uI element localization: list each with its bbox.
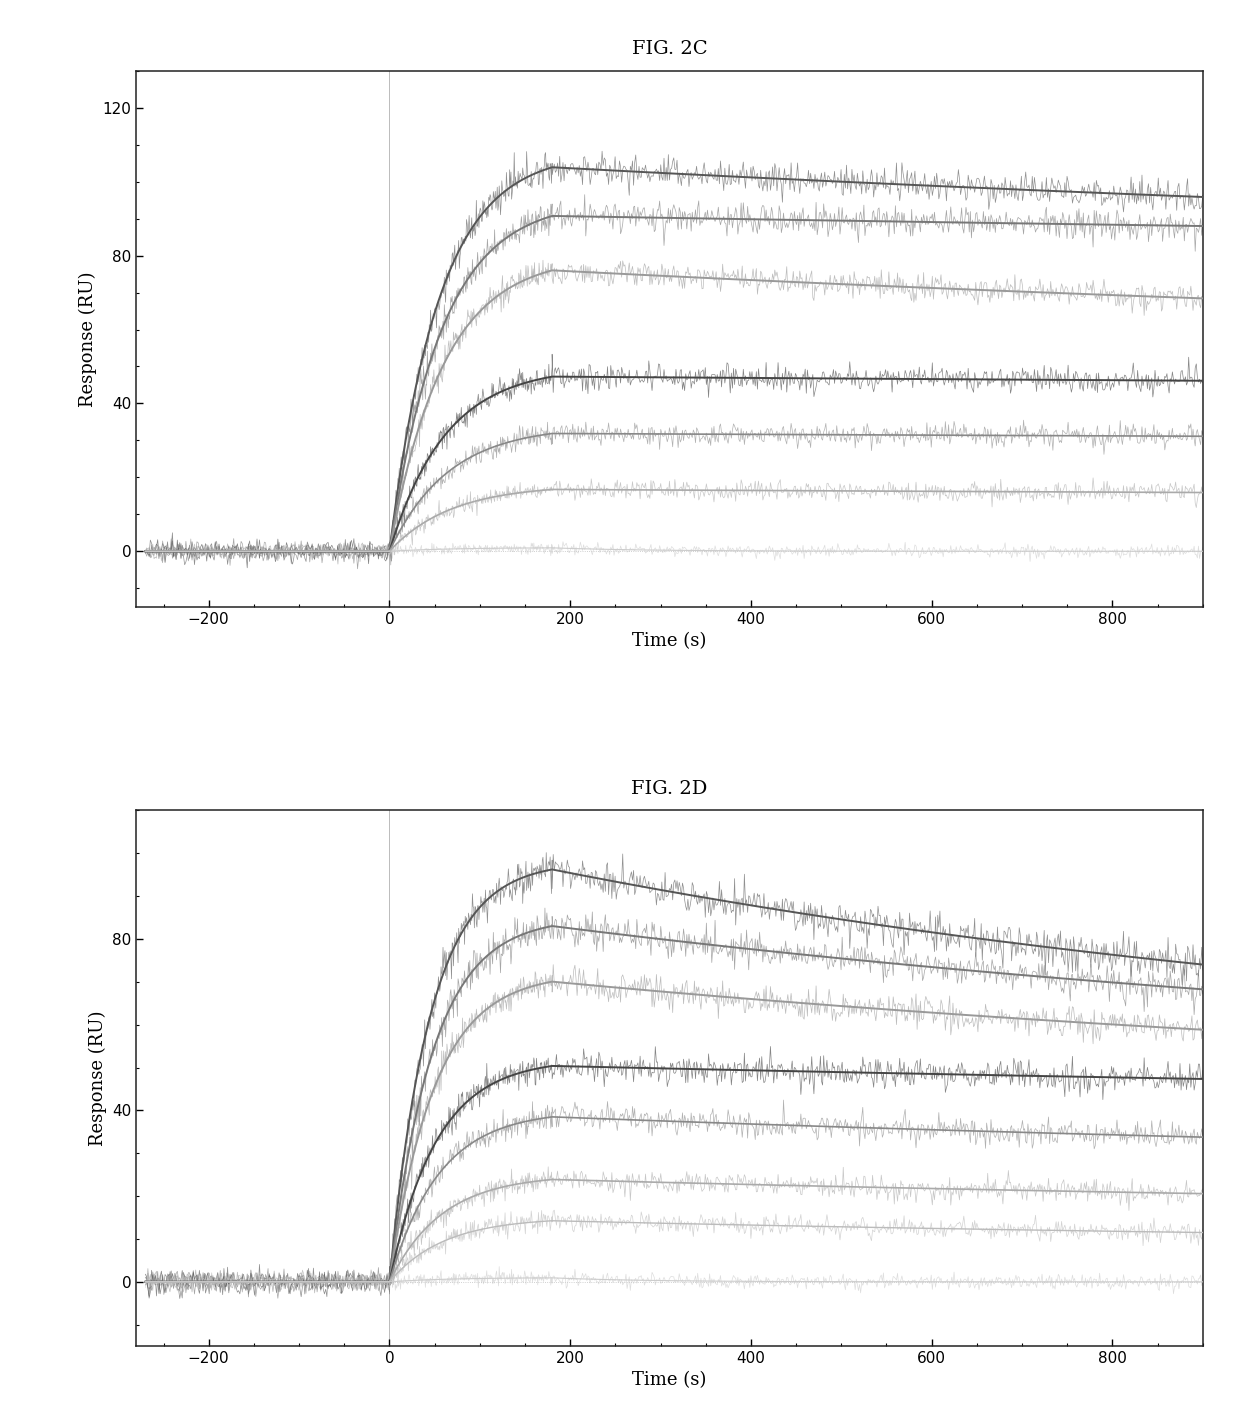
Title: FIG. 2D: FIG. 2D [631, 779, 708, 798]
Title: FIG. 2C: FIG. 2C [632, 40, 707, 58]
X-axis label: Time (s): Time (s) [632, 632, 707, 650]
Y-axis label: Response (RU): Response (RU) [88, 1010, 107, 1146]
Y-axis label: Response (RU): Response (RU) [79, 271, 97, 407]
X-axis label: Time (s): Time (s) [632, 1372, 707, 1390]
